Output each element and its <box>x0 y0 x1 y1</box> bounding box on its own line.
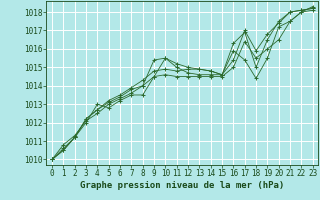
X-axis label: Graphe pression niveau de la mer (hPa): Graphe pression niveau de la mer (hPa) <box>80 181 284 190</box>
